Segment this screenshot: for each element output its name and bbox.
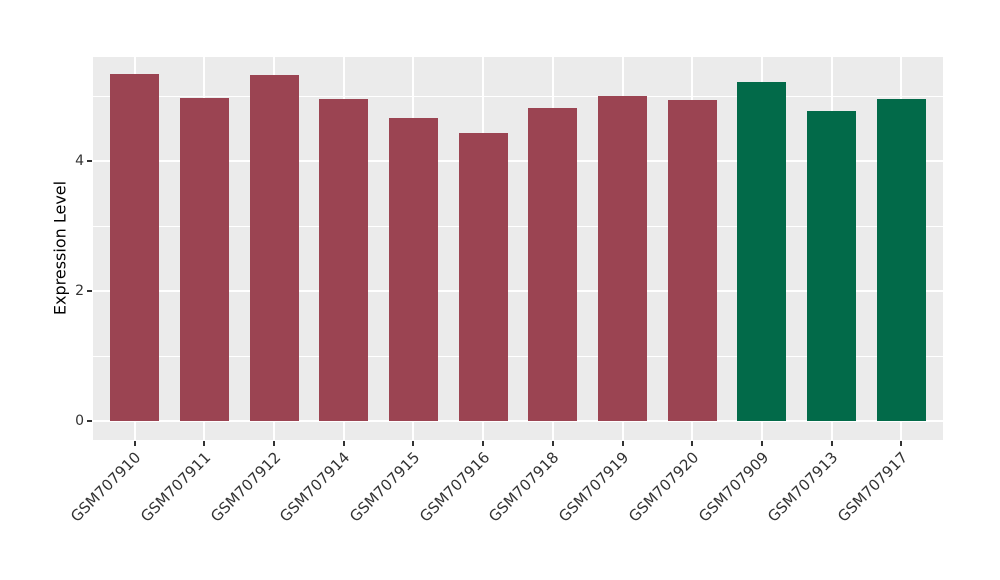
gridline-major-y2	[93, 290, 943, 292]
bar-GSM707918	[528, 107, 578, 421]
x-tick-label-GSM707909: GSM707909	[694, 448, 772, 526]
bar-GSM707909	[737, 81, 787, 421]
x-tick-mark-GSM707910	[133, 441, 136, 446]
x-tick-mark-GSM707911	[203, 441, 206, 446]
x-tick-label-GSM707913: GSM707913	[764, 448, 842, 526]
x-tick-label-GSM707911: GSM707911	[137, 448, 215, 526]
bar-GSM707915	[389, 118, 438, 421]
gridline-minor-y1	[93, 355, 943, 357]
gridline-major-y0	[93, 420, 943, 422]
bar-GSM707917	[876, 99, 926, 421]
gridline-minor-y5	[93, 95, 943, 97]
gridline-minor-y3	[93, 225, 943, 227]
x-tick-mark-GSM707915	[412, 441, 415, 446]
x-tick-mark-GSM707913	[830, 441, 833, 446]
bar-GSM707916	[458, 133, 508, 421]
x-tick-label-GSM707914: GSM707914	[276, 448, 354, 526]
bar-GSM707912	[249, 75, 299, 421]
x-tick-label-GSM707918: GSM707918	[485, 448, 563, 526]
bar-GSM707911	[180, 97, 229, 421]
y-tick-label-0: 0	[75, 413, 84, 429]
bar-GSM707919	[598, 96, 647, 421]
x-tick-mark-GSM707909	[760, 441, 763, 446]
bar-GSM707913	[807, 110, 856, 421]
y-tick-mark-0	[87, 420, 92, 422]
y-tick-mark-2	[87, 290, 92, 292]
bar-GSM707920	[667, 99, 717, 421]
x-tick-mark-GSM707916	[482, 441, 485, 446]
x-tick-label-GSM707915: GSM707915	[346, 448, 424, 526]
gridline-major-y4	[93, 160, 943, 162]
x-tick-mark-GSM707919	[621, 441, 624, 446]
plot-panel	[93, 57, 943, 440]
x-tick-mark-GSM707914	[342, 441, 345, 446]
y-tick-label-4: 4	[75, 153, 84, 169]
x-tick-label-GSM707916: GSM707916	[415, 448, 494, 526]
x-tick-label-GSM707920: GSM707920	[624, 448, 703, 526]
x-tick-mark-GSM707920	[691, 441, 694, 446]
bar-GSM707914	[319, 98, 369, 421]
y-tick-label-2: 2	[75, 283, 84, 299]
x-tick-mark-GSM707917	[900, 441, 903, 446]
y-tick-mark-4	[87, 160, 92, 162]
x-tick-mark-GSM707912	[273, 441, 276, 446]
x-tick-label-GSM707912: GSM707912	[206, 448, 285, 526]
x-tick-label-GSM707917: GSM707917	[833, 448, 912, 526]
x-tick-label-GSM707919: GSM707919	[555, 448, 633, 526]
bar-GSM707910	[110, 73, 160, 421]
x-tick-mark-GSM707918	[551, 441, 554, 446]
x-tick-label-GSM707910: GSM707910	[67, 448, 145, 526]
